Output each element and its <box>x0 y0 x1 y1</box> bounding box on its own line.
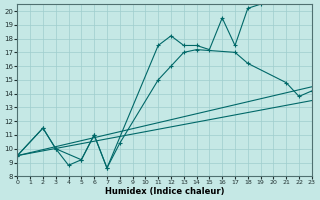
X-axis label: Humidex (Indice chaleur): Humidex (Indice chaleur) <box>105 187 224 196</box>
